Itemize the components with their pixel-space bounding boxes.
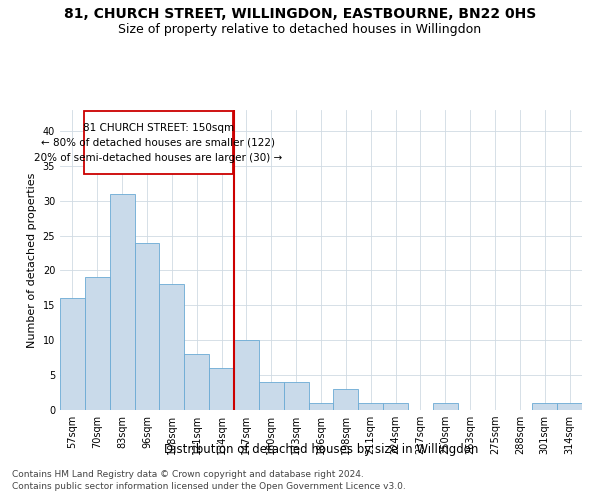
Bar [209,368,234,410]
Bar [532,403,557,410]
Text: Distribution of detached houses by size in Willingdon: Distribution of detached houses by size … [164,442,478,456]
Bar [334,389,358,410]
Bar [308,403,334,410]
FancyBboxPatch shape [83,112,233,174]
Bar [383,403,408,410]
Text: 81 CHURCH STREET: 150sqm
← 80% of detached houses are smaller (122)
20% of semi-: 81 CHURCH STREET: 150sqm ← 80% of detach… [34,123,283,162]
Bar [160,284,184,410]
Bar [85,278,110,410]
Bar [134,242,160,410]
Text: Size of property relative to detached houses in Willingdon: Size of property relative to detached ho… [118,22,482,36]
Bar [259,382,284,410]
Y-axis label: Number of detached properties: Number of detached properties [27,172,37,348]
Bar [284,382,308,410]
Text: Contains public sector information licensed under the Open Government Licence v3: Contains public sector information licen… [12,482,406,491]
Bar [358,403,383,410]
Bar [60,298,85,410]
Bar [110,194,134,410]
Bar [433,403,458,410]
Bar [557,403,582,410]
Text: Contains HM Land Registry data © Crown copyright and database right 2024.: Contains HM Land Registry data © Crown c… [12,470,364,479]
Bar [234,340,259,410]
Bar [184,354,209,410]
Text: 81, CHURCH STREET, WILLINGDON, EASTBOURNE, BN22 0HS: 81, CHURCH STREET, WILLINGDON, EASTBOURN… [64,8,536,22]
